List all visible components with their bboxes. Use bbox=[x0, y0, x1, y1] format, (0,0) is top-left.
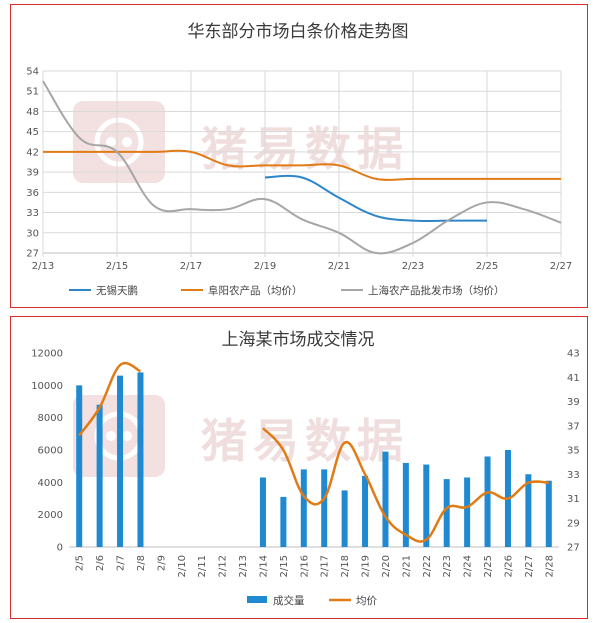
x-category-label: 2/24 bbox=[463, 555, 474, 577]
volume-bar bbox=[137, 372, 144, 547]
avg-price-line-segment-2 bbox=[262, 427, 549, 543]
volume-bar bbox=[423, 464, 430, 547]
chart1-title: 华东部分市场白条价格走势图 bbox=[188, 22, 409, 42]
legend-label: 上海农产品批发市场（均价） bbox=[368, 284, 505, 297]
left-y-tick-label: 4000 bbox=[38, 478, 63, 489]
x-category-label: 2/23 bbox=[442, 555, 453, 577]
price-trend-chart: 猪易数据 华东部分市场白条价格走势图 27303336394245485154 … bbox=[26, 22, 572, 297]
legend-label: 无锡天鹏 bbox=[96, 284, 138, 297]
volume-bar bbox=[96, 404, 103, 547]
volume-bar bbox=[76, 385, 83, 547]
left-y-tick-label: 2000 bbox=[38, 510, 63, 521]
legend-label: 均价 bbox=[356, 595, 377, 607]
y-tick-label: 36 bbox=[26, 188, 39, 199]
x-tick-label: 2/23 bbox=[402, 261, 424, 272]
volume-bar bbox=[321, 469, 328, 547]
x-category-label: 2/12 bbox=[218, 555, 229, 577]
x-tick-label: 2/17 bbox=[180, 261, 202, 272]
x-tick-label: 2/15 bbox=[106, 261, 128, 272]
left-y-tick-label: 6000 bbox=[38, 446, 63, 457]
volume-bar bbox=[362, 475, 369, 547]
legend-label: 阜阳农产品（均价） bbox=[208, 284, 303, 297]
right-y-tick-label: 43 bbox=[567, 349, 580, 360]
x-category-label: 2/13 bbox=[238, 555, 249, 577]
left-y-tick-label: 10000 bbox=[31, 381, 63, 392]
volume-bar bbox=[259, 477, 266, 547]
y-tick-label: 39 bbox=[26, 168, 39, 179]
left-y-tick-label: 8000 bbox=[38, 413, 63, 424]
avg-price-line-segment-1 bbox=[78, 361, 142, 437]
right-y-tick-label: 39 bbox=[567, 397, 580, 408]
chart2-title: 上海某市场成交情况 bbox=[222, 330, 375, 350]
x-category-label: 2/18 bbox=[340, 555, 351, 577]
series-line-2 bbox=[43, 149, 561, 181]
right-y-tick-label: 33 bbox=[567, 470, 580, 481]
y-tick-label: 51 bbox=[26, 87, 39, 98]
right-y-tick-label: 35 bbox=[567, 446, 580, 457]
y-tick-label: 30 bbox=[26, 228, 39, 239]
x-category-label: 2/5 bbox=[75, 555, 86, 571]
volume-bar bbox=[545, 480, 552, 547]
volume-bar bbox=[341, 490, 348, 547]
market-volume-chart: 猪易数据 上海某市场成交情况 0 2000 4000 6000 8000 10000 120… bbox=[31, 330, 580, 607]
price-trend-chart-panel: 猪易数据 华东部分市场白条价格走势图 27 30 33 36 39 42 45 48 51 54 … bbox=[10, 4, 588, 308]
x-category-label: 2/15 bbox=[279, 555, 290, 577]
volume-bar bbox=[382, 451, 389, 547]
volume-bar bbox=[443, 479, 450, 547]
x-category-label: 2/14 bbox=[258, 555, 269, 577]
x-category-label: 2/25 bbox=[483, 555, 494, 577]
right-y-tick-label: 41 bbox=[567, 373, 580, 384]
y-tick-label: 54 bbox=[26, 67, 39, 78]
volume-bar bbox=[484, 456, 491, 547]
watermark-logo bbox=[73, 101, 165, 183]
x-category-label: 2/20 bbox=[381, 555, 392, 577]
x-category-label: 2/16 bbox=[299, 555, 310, 577]
x-category-label: 2/9 bbox=[156, 555, 167, 571]
x-category-label: 2/22 bbox=[422, 555, 433, 577]
x-category-label: 2/27 bbox=[524, 555, 535, 577]
series-line-3 bbox=[42, 80, 562, 255]
y-tick-label: 27 bbox=[26, 249, 39, 260]
left-y-tick-label: 12000 bbox=[31, 349, 63, 360]
right-y-tick-label: 37 bbox=[567, 421, 580, 432]
x-category-label: 2/26 bbox=[503, 555, 514, 577]
volume-bar bbox=[300, 469, 307, 547]
x-category-label: 2/10 bbox=[177, 555, 188, 577]
x-category-label: 2/17 bbox=[320, 555, 331, 577]
x-tick-label: 2/27 bbox=[550, 261, 572, 272]
x-category-label: 2/28 bbox=[544, 555, 555, 577]
x-category-label: 2/19 bbox=[361, 555, 372, 577]
right-y-tick-label: 27 bbox=[567, 543, 580, 554]
volume-bar bbox=[525, 474, 532, 547]
series-line-1 bbox=[264, 174, 487, 223]
x-tick-label: 2/19 bbox=[254, 261, 276, 272]
legend-swatch-bar bbox=[247, 596, 267, 603]
volume-bar bbox=[402, 462, 409, 547]
watermark-text: 猪易数据 bbox=[201, 122, 409, 176]
y-tick-label: 45 bbox=[26, 127, 39, 138]
volume-bar bbox=[464, 477, 471, 547]
left-y-tick-label: 0 bbox=[57, 543, 63, 554]
y-tick-label: 42 bbox=[26, 147, 39, 158]
market-volume-chart-panel: 猪易数据 上海某市场成交情况 0 2000 4000 6000 8000 10000 120… bbox=[10, 316, 588, 619]
x-category-label: 2/7 bbox=[116, 555, 127, 571]
x-category-label: 2/21 bbox=[401, 555, 412, 577]
right-y-tick-label: 31 bbox=[567, 494, 580, 505]
legend-label: 成交量 bbox=[273, 594, 305, 607]
volume-bar bbox=[280, 496, 287, 547]
x-tick-label: 2/25 bbox=[476, 261, 498, 272]
x-tick-label: 2/13 bbox=[32, 261, 54, 272]
watermark-text: 猪易数据 bbox=[201, 414, 409, 468]
volume-bar bbox=[117, 375, 124, 547]
right-y-tick-label: 29 bbox=[567, 518, 580, 529]
y-tick-label: 48 bbox=[26, 107, 39, 118]
y-tick-label: 33 bbox=[26, 208, 39, 219]
x-category-label: 2/11 bbox=[197, 555, 208, 577]
x-category-label: 2/8 bbox=[136, 555, 147, 571]
x-category-label: 2/6 bbox=[95, 555, 106, 571]
x-tick-label: 2/21 bbox=[328, 261, 350, 272]
